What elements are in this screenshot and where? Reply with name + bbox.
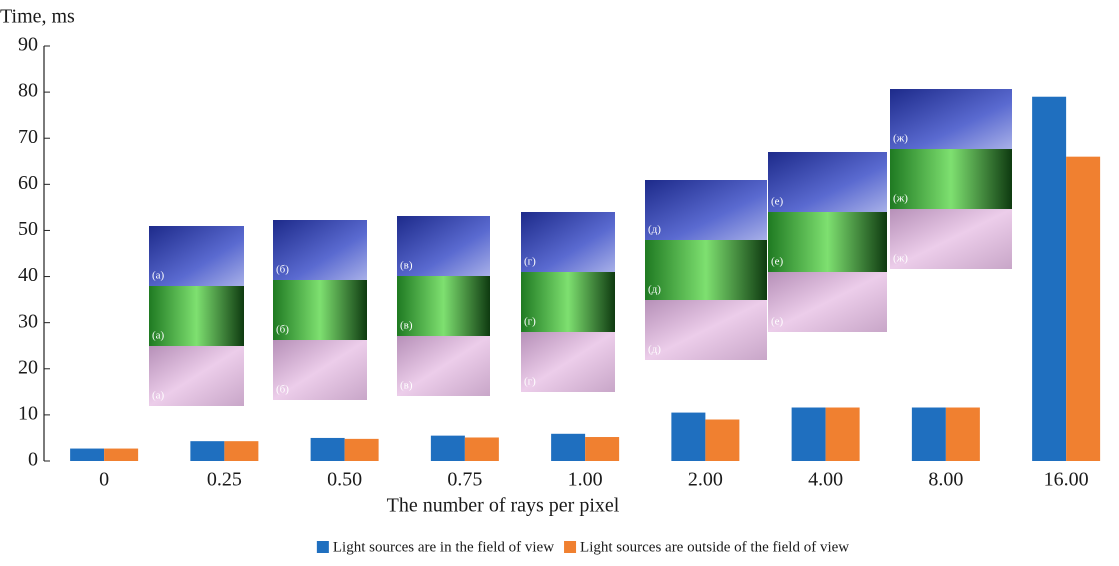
bar — [705, 420, 739, 462]
x-tick-label: 0 — [99, 469, 109, 491]
x-tick-label: 16.00 — [1044, 469, 1089, 491]
y-tick-label: 70 — [18, 126, 38, 148]
bar — [104, 449, 138, 461]
inset-label: (б) — [276, 324, 289, 336]
x-tick-label: 0.50 — [327, 469, 362, 491]
y-tick-label: 80 — [18, 80, 38, 102]
inset-label: (д) — [648, 344, 661, 356]
bar — [224, 441, 258, 461]
bar — [190, 441, 224, 461]
bar — [671, 413, 705, 461]
inset-image — [890, 89, 1012, 149]
inset-image — [890, 149, 1012, 209]
x-axis-title: The number of rays per pixel — [387, 495, 620, 517]
bar — [431, 436, 465, 461]
legend-swatch — [317, 541, 329, 553]
y-tick-label: 90 — [18, 34, 38, 56]
bar — [912, 408, 946, 461]
inset-image — [645, 240, 767, 300]
inset-label: (в) — [400, 260, 413, 272]
inset-label: (е) — [771, 196, 784, 208]
bar — [70, 449, 104, 461]
y-tick-label: 60 — [18, 172, 38, 194]
inset-label: (ж) — [893, 253, 908, 265]
x-tick-label: 0.75 — [447, 469, 482, 491]
inset-image — [645, 180, 767, 240]
inset-image — [768, 152, 887, 212]
inset-image — [768, 212, 887, 272]
inset-label: (г) — [524, 376, 536, 388]
y-tick-label: 10 — [18, 402, 38, 424]
inset-label: (ж) — [893, 133, 908, 145]
x-tick-label: 8.00 — [928, 469, 963, 491]
inset-label: (е) — [771, 256, 784, 268]
bar — [826, 408, 860, 461]
y-tick-label: 20 — [18, 356, 38, 378]
inset-label: (б) — [276, 264, 289, 276]
bar — [311, 438, 345, 461]
inset-label: (е) — [771, 316, 784, 328]
y-tick-label: 0 — [28, 449, 38, 471]
bar — [1066, 157, 1100, 461]
x-tick-label: 0.25 — [207, 469, 242, 491]
legend-label: Light sources are outside of the field o… — [580, 539, 849, 555]
inset-label: (а) — [152, 270, 165, 282]
y-tick-label: 30 — [18, 310, 38, 332]
inset-label: (д) — [648, 224, 661, 236]
inset-label: (в) — [400, 320, 413, 332]
inset-image — [890, 209, 1012, 269]
bar — [551, 434, 585, 461]
inset-label: (б) — [276, 384, 289, 396]
chart: Time, ms The number of rays per pixel 0 1… — [0, 0, 1119, 566]
legend-swatch — [564, 541, 576, 553]
inset-label: (в) — [400, 380, 413, 392]
inset-label: (д) — [648, 284, 661, 296]
inset-label: (г) — [524, 316, 536, 328]
x-tick-label: 1.00 — [568, 469, 603, 491]
bar — [946, 408, 980, 461]
y-axis-title: Time, ms — [0, 6, 75, 28]
bar — [792, 408, 826, 461]
y-tick-label: 40 — [18, 264, 38, 286]
legend-label: Light sources are in the field of view — [333, 539, 554, 555]
x-tick-label: 2.00 — [688, 469, 723, 491]
bar — [465, 437, 499, 461]
x-tick-label: 4.00 — [808, 469, 843, 491]
inset-image — [645, 300, 767, 360]
inset-image — [768, 272, 887, 332]
bar — [1032, 97, 1066, 461]
inset-label: (ж) — [893, 193, 908, 205]
y-tick-label: 50 — [18, 218, 38, 240]
inset-label: (а) — [152, 390, 165, 402]
inset-label: (а) — [152, 330, 165, 342]
bar — [345, 439, 379, 461]
inset-label: (г) — [524, 256, 536, 268]
bar — [585, 437, 619, 461]
